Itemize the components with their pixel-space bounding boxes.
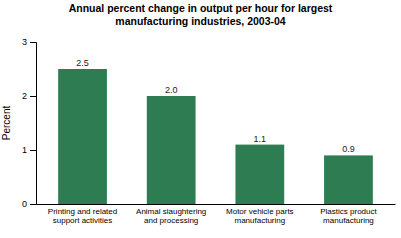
tick-label-line: manufacturing: [234, 216, 285, 225]
data-label: 2.5: [76, 58, 89, 68]
bar: [58, 69, 107, 204]
tick-mark: [30, 150, 36, 151]
y-tick: 2: [22, 91, 36, 101]
bars: [58, 69, 373, 204]
data-label: 1.1: [254, 134, 267, 144]
title: Annual percent change in output per hour…: [69, 2, 333, 27]
tick-label-line: Motor vehicle parts: [226, 207, 294, 216]
tick-label-line: support activities: [53, 216, 113, 225]
tick-label-line: and processing: [144, 216, 198, 225]
data-label: 0.9: [342, 144, 355, 154]
chart: Annual percent change in output per hour…: [0, 0, 401, 238]
y-tick: 3: [22, 37, 36, 47]
y-tick: 0: [22, 199, 36, 209]
data-label: 2.0: [165, 85, 178, 95]
tick-label: Motor vehicle partsmanufacturing: [226, 207, 294, 225]
tick-label-line: Printing and related: [48, 207, 117, 216]
y-axis-title: Percent: [1, 106, 12, 141]
tick-label: 2: [22, 91, 27, 101]
axis-domain: [37, 204, 396, 205]
bar: [235, 145, 284, 204]
title-line: Annual percent change in output per hour…: [69, 2, 333, 14]
plot: 2.5 2.0 1.1 0.9 0 1 2 3 Printing and relatedsupp…: [22, 37, 396, 225]
data-labels: 2.5 2.0 1.1 0.9: [76, 58, 354, 154]
title-line: manufacturing industries, 2003-04: [115, 15, 286, 27]
tick-label: 1: [22, 145, 27, 155]
tick-label: Printing and relatedsupport activities: [48, 207, 117, 225]
tick-label: 0: [22, 199, 27, 209]
x-tick: Plastics productmanufacturing: [320, 204, 377, 225]
tick-label-line: Plastics product: [320, 207, 377, 216]
tick-label: Animal slaughteringand processing: [136, 207, 206, 225]
x-tick: Motor vehicle partsmanufacturing: [226, 204, 294, 225]
tick-label-line: manufacturing: [323, 216, 374, 225]
x-axis: Printing and relatedsupport activities An…: [37, 204, 396, 225]
x-tick: Animal slaughteringand processing: [136, 204, 206, 225]
axis-domain: [30, 43, 37, 205]
tick-mark: [30, 204, 36, 205]
tick-mark: [30, 96, 36, 97]
bar: [147, 96, 196, 204]
tick-label: 3: [22, 37, 27, 47]
tick-label-line: Animal slaughtering: [136, 207, 206, 216]
y-axis: 0 1 2 3: [22, 37, 37, 209]
bar: [324, 155, 373, 204]
tick-label: Plastics productmanufacturing: [320, 207, 377, 225]
y-tick: 1: [22, 145, 36, 155]
x-tick: Printing and relatedsupport activities: [48, 204, 117, 225]
tick-mark: [30, 42, 36, 43]
